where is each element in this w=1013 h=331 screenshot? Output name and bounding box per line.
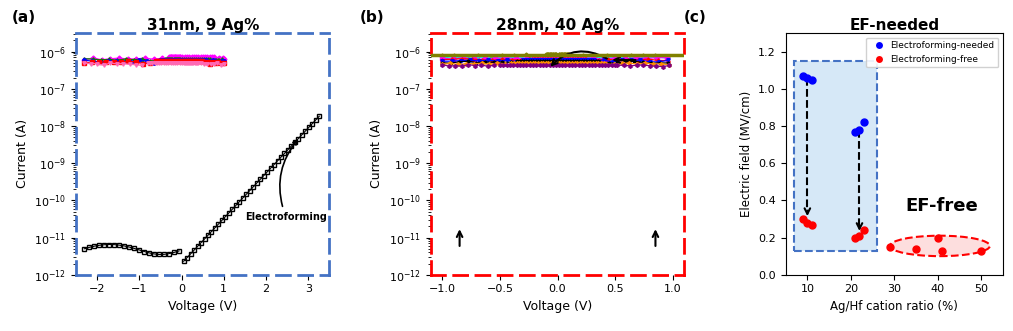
- Electroforming-needed: [851, 127, 867, 132]
- Electroforming-free: [908, 246, 924, 251]
- X-axis label: Ag/Hf cation ratio (%): Ag/Hf cation ratio (%): [831, 300, 958, 313]
- Electroforming-free: [930, 235, 946, 240]
- Title: 28nm, 40 Ag%: 28nm, 40 Ag%: [496, 18, 619, 33]
- Bar: [794, 61, 877, 251]
- Text: EF-free: EF-free: [906, 197, 979, 215]
- Y-axis label: Electric field (MV/cm): Electric field (MV/cm): [739, 91, 753, 217]
- Electroforming-free: [934, 248, 950, 253]
- Electroforming-free: [881, 244, 898, 250]
- Ellipse shape: [889, 236, 990, 256]
- Electroforming-free: [973, 248, 990, 253]
- Electroforming-free: [856, 227, 872, 233]
- Electroforming-free: [799, 220, 815, 225]
- X-axis label: Voltage (V): Voltage (V): [523, 300, 593, 313]
- Legend: Electroforming-needed, Electroforming-free: Electroforming-needed, Electroforming-fr…: [866, 38, 999, 67]
- Electroforming-free: [795, 216, 811, 222]
- Text: (c): (c): [684, 10, 706, 25]
- Text: Electroforming: Electroforming: [245, 141, 327, 222]
- Electroforming-needed: [803, 77, 820, 82]
- Title: 31nm, 9 Ag%: 31nm, 9 Ag%: [147, 18, 259, 33]
- Electroforming-free: [803, 222, 820, 227]
- Electroforming-needed: [847, 129, 863, 134]
- Text: (a): (a): [12, 10, 36, 25]
- Text: (b): (b): [360, 10, 384, 25]
- X-axis label: Voltage (V): Voltage (V): [168, 300, 237, 313]
- Electroforming-free: [851, 233, 867, 238]
- Electroforming-needed: [799, 75, 815, 80]
- Y-axis label: Current (A): Current (A): [371, 119, 383, 188]
- Title: EF-needed: EF-needed: [849, 18, 939, 33]
- Electroforming-needed: [795, 73, 811, 78]
- Electroforming-free: [847, 235, 863, 240]
- Electroforming-needed: [856, 120, 872, 125]
- Y-axis label: Current (A): Current (A): [15, 119, 28, 188]
